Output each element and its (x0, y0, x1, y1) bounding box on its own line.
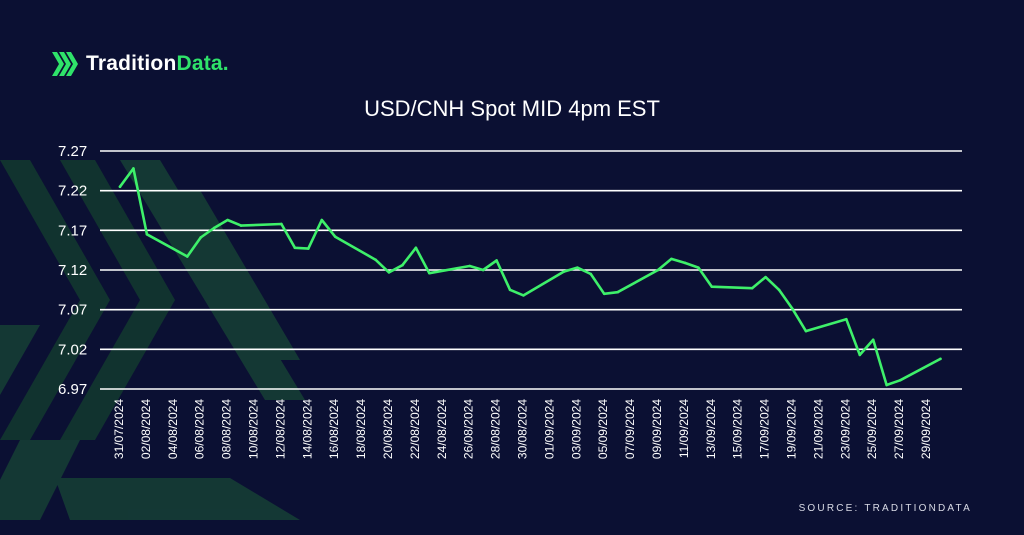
brand-logo: TraditionData. (52, 52, 229, 76)
data-point (939, 357, 942, 361)
chart-title: USD/CNH Spot MID 4pm EST (364, 96, 660, 121)
data-point (656, 268, 660, 272)
x-tick-label: 19/09/2024 (785, 399, 799, 459)
x-tick-label: 15/09/2024 (731, 399, 745, 459)
data-point (428, 271, 431, 275)
x-tick-label: 29/09/2024 (919, 399, 933, 459)
data-point (589, 272, 593, 276)
data-point (845, 317, 848, 321)
data-point (132, 167, 135, 170)
series-line (118, 167, 942, 387)
y-tick-label: 6.97 (58, 381, 87, 398)
x-tick-label: 12/08/2024 (273, 399, 287, 459)
stacked-chevrons-icon (52, 52, 78, 76)
data-point (239, 224, 243, 227)
x-tick-label: 20/08/2024 (381, 399, 395, 459)
x-tick-label: 18/08/2024 (354, 399, 368, 459)
x-tick-label: 13/09/2024 (704, 399, 718, 459)
data-point (885, 383, 888, 387)
x-tick-label: 26/08/2024 (462, 399, 476, 459)
data-point (118, 185, 122, 188)
data-point (710, 285, 714, 288)
x-tick-label: 02/08/2024 (139, 399, 153, 459)
x-tick-label: 17/09/2024 (758, 399, 772, 459)
x-tick-label: 01/09/2024 (542, 399, 556, 459)
data-point (508, 288, 512, 292)
data-point (226, 218, 229, 222)
x-tick-label: 25/09/2024 (865, 399, 879, 459)
x-tick-label: 08/08/2024 (220, 399, 234, 459)
data-point (145, 233, 149, 236)
y-tick-label: 7.02 (58, 341, 87, 358)
data-point (764, 275, 767, 279)
y-tick-label: 7.17 (58, 222, 87, 239)
data-point (320, 218, 324, 222)
data-point (562, 270, 566, 273)
x-tick-label: 16/08/2024 (327, 399, 341, 459)
x-tick-label: 28/08/2024 (489, 399, 503, 459)
x-tick-label: 23/09/2024 (838, 399, 852, 459)
data-point (333, 235, 337, 238)
data-point (185, 255, 189, 258)
data-point (401, 263, 404, 267)
data-point (750, 286, 754, 290)
x-tick-label: 24/08/2024 (435, 399, 449, 459)
x-tick-label: 14/08/2024 (300, 399, 314, 459)
x-tick-label: 21/09/2024 (811, 399, 825, 459)
data-point (898, 378, 902, 382)
brand-name-accent: Data. (176, 52, 229, 75)
brand-name-main: Tradition (86, 52, 177, 75)
data-point (804, 329, 808, 333)
data-point (616, 290, 619, 294)
data-point (387, 271, 391, 274)
x-tick-label: 05/09/2024 (596, 399, 610, 459)
data-point (468, 264, 472, 268)
x-tick-label: 07/09/2024 (623, 399, 637, 459)
data-point (791, 307, 794, 311)
x-tick-label: 30/08/2024 (516, 399, 530, 459)
y-tick-label: 7.22 (58, 183, 87, 200)
data-point (670, 257, 673, 261)
data-point (199, 236, 202, 239)
data-point (576, 266, 579, 269)
y-tick-label: 7.07 (58, 302, 87, 319)
data-point (307, 247, 310, 250)
data-point (280, 222, 283, 226)
x-tick-label: 27/09/2024 (892, 399, 906, 459)
data-point (683, 261, 687, 265)
y-tick-label: 7.27 (58, 143, 87, 160)
brand-name: TraditionData. (86, 52, 229, 76)
data-point (495, 259, 498, 262)
data-point (777, 288, 781, 292)
data-point (858, 353, 862, 357)
data-point (374, 258, 377, 261)
data-point (871, 338, 875, 342)
y-tick-label: 7.12 (58, 262, 87, 279)
data-point (212, 226, 216, 230)
source-credit: SOURCE: TRADITIONDATA (798, 503, 972, 514)
x-tick-label: 09/09/2024 (650, 399, 664, 459)
data-point (293, 246, 297, 250)
x-tick-label: 10/08/2024 (247, 399, 261, 459)
x-tick-label: 11/09/2024 (677, 399, 691, 458)
x-tick-label: 04/08/2024 (166, 399, 180, 459)
data-point (414, 246, 418, 250)
x-tick-label: 22/08/2024 (408, 399, 422, 459)
x-tick-label: 06/08/2024 (193, 399, 207, 459)
x-tick-label: 31/07/2024 (112, 399, 126, 459)
data-point (522, 294, 525, 297)
data-point (481, 268, 485, 272)
data-point (602, 292, 606, 296)
data-point (697, 266, 700, 269)
x-tick-label: 03/09/2024 (569, 399, 583, 459)
